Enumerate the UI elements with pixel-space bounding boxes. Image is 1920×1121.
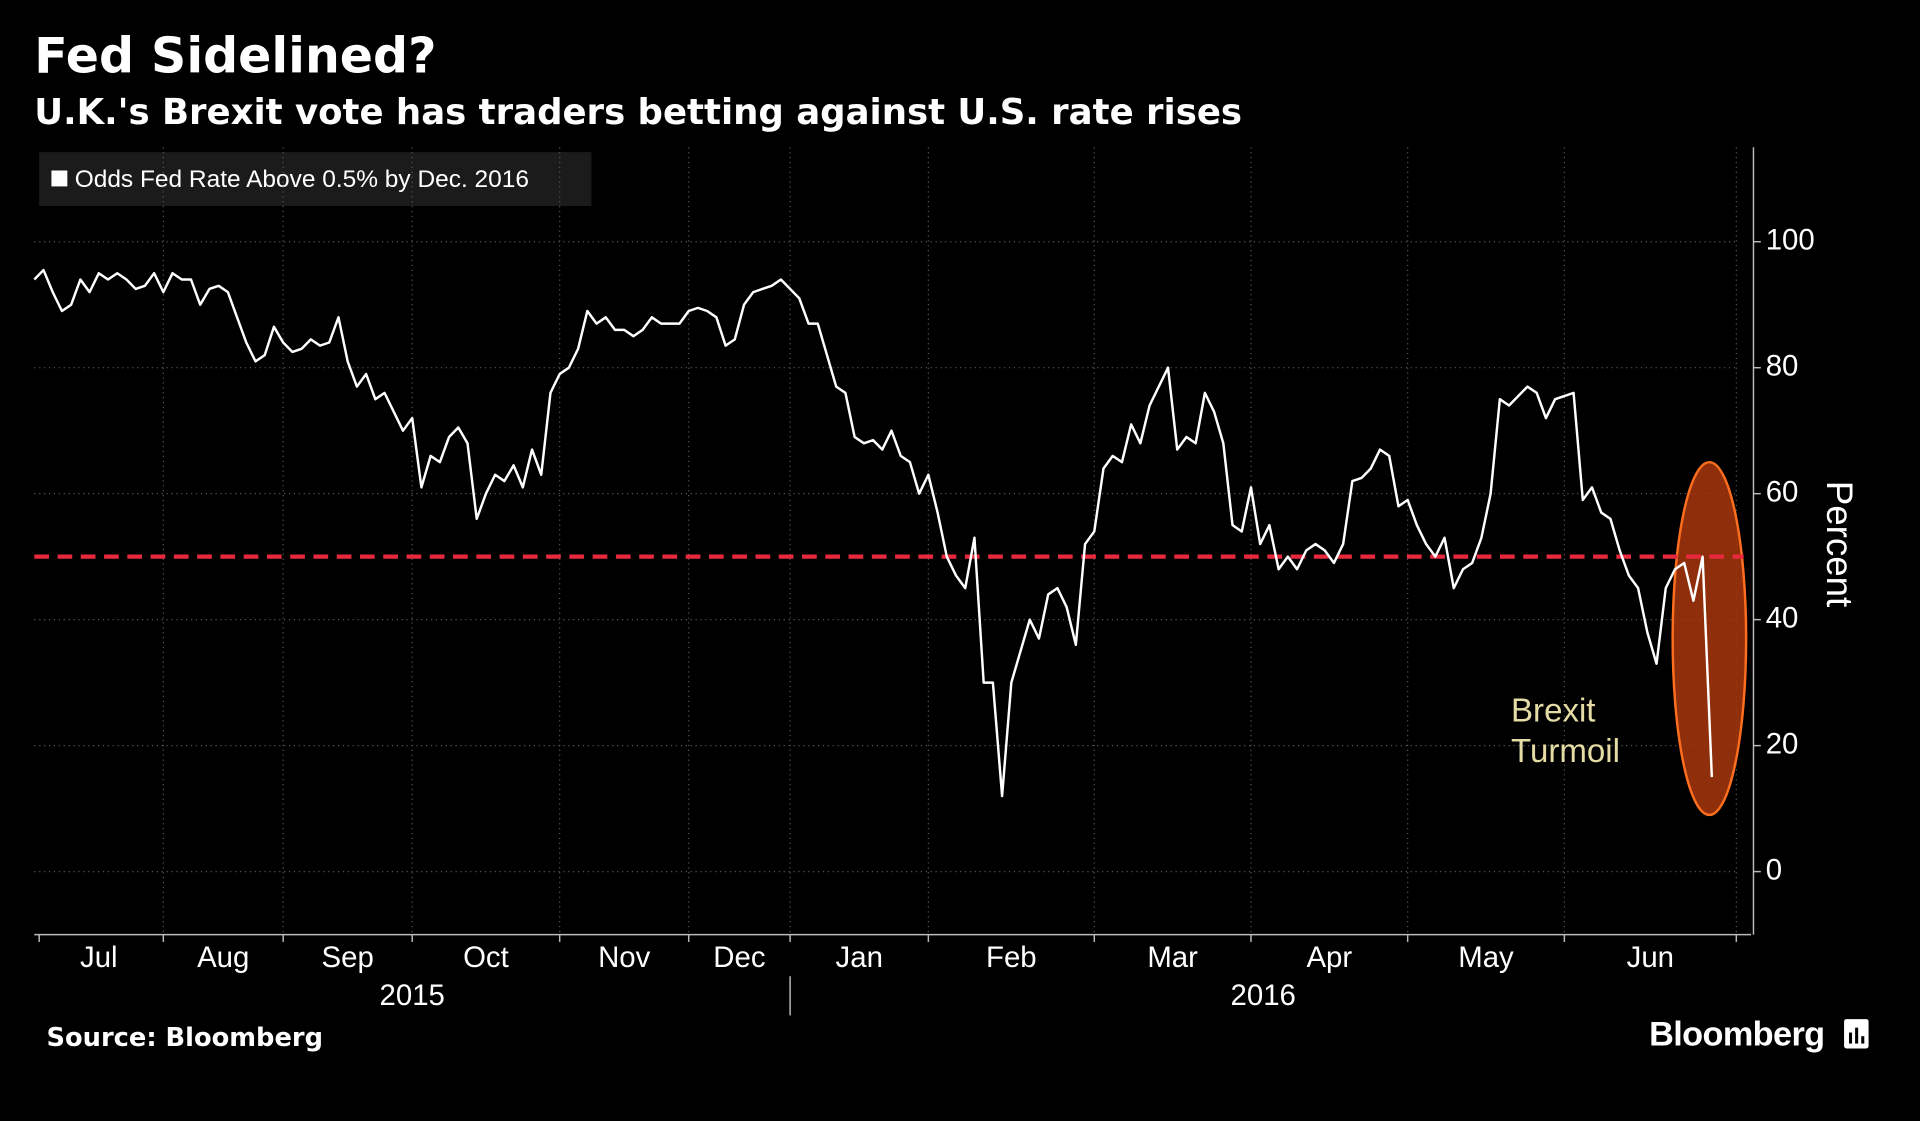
- x-tick-label: Jun: [1627, 941, 1674, 974]
- source: Source: Bloomberg: [47, 1023, 323, 1053]
- y-axis-label: Percent: [1819, 481, 1860, 608]
- annotation: Turmoil: [1511, 733, 1620, 770]
- logo-icon: [1844, 1019, 1869, 1049]
- y-tick-label: 0: [1766, 853, 1782, 886]
- legend: Odds Fed Rate Above 0.5% by Dec. 2016: [39, 152, 592, 207]
- highlight: [1671, 460, 1748, 817]
- x-tick-label: Apr: [1306, 941, 1352, 974]
- x-tick-label: Mar: [1147, 941, 1198, 974]
- logo: Bloomberg: [1649, 1015, 1824, 1053]
- annotation: Brexit: [1511, 693, 1595, 730]
- series-line: [33, 268, 1714, 798]
- legend-label: Odds Fed Rate Above 0.5% by Dec. 2016: [75, 166, 529, 193]
- x-tick-label: Feb: [986, 941, 1037, 974]
- x-tick-label: Oct: [463, 941, 509, 974]
- year-label: 2015: [380, 979, 445, 1012]
- x-tick-label: May: [1458, 941, 1514, 974]
- x-tick-label: Nov: [598, 941, 651, 974]
- chart-subtitle: U.K.'s Brexit vote has traders betting a…: [34, 92, 1242, 133]
- x-tick-label: Sep: [322, 941, 374, 974]
- legend-swatch: [51, 170, 68, 187]
- legend-box: [39, 152, 592, 207]
- chart-title: Fed Sidelined?: [34, 28, 436, 85]
- logo-icon-bar: [1848, 1032, 1853, 1044]
- y-tick-label: 60: [1766, 475, 1799, 508]
- y-tick-label: 20: [1766, 727, 1799, 760]
- y-tick-label: 40: [1766, 601, 1799, 634]
- y-tick-label: 80: [1766, 349, 1799, 382]
- y-tick-label: 100: [1766, 223, 1815, 256]
- x-tick-label: Jan: [836, 941, 883, 974]
- x-tick-label: Jul: [80, 941, 118, 974]
- x-tick-label: Aug: [197, 941, 249, 974]
- logo-icon-bar: [1855, 1027, 1859, 1044]
- year-label: 2016: [1231, 979, 1296, 1012]
- x-tick-label: Dec: [713, 941, 765, 974]
- grid: [34, 147, 1739, 935]
- logo-icon-bar: [1861, 1036, 1865, 1044]
